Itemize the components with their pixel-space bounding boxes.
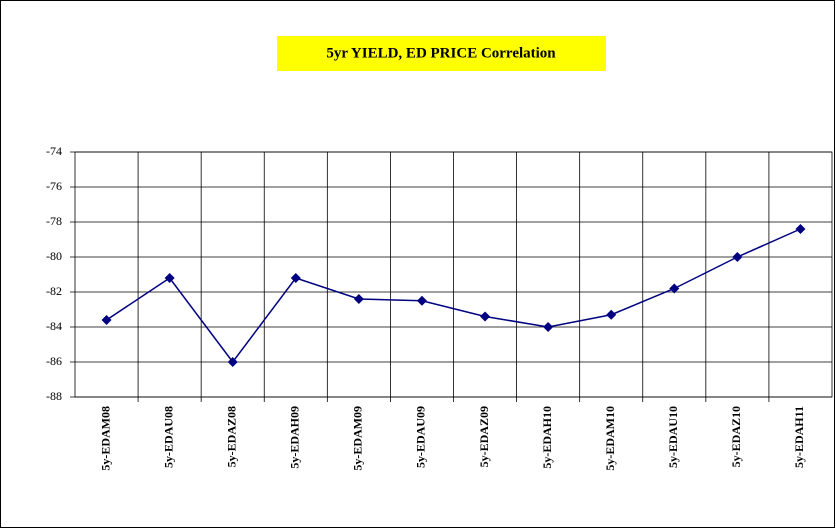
y-tick-label: -88	[46, 389, 62, 403]
marker	[732, 252, 743, 262]
marker	[543, 322, 554, 332]
y-tick-label: -82	[46, 284, 62, 298]
marker	[669, 283, 680, 294]
x-tick-label: 5y-EDAM08	[98, 406, 112, 471]
marker	[164, 273, 175, 283]
x-tick-label: 5y-EDAU09	[414, 406, 428, 468]
x-tick-label: 5y-EDAH10	[540, 406, 554, 469]
x-tick-label: 5y-EDAH09	[288, 406, 302, 469]
x-tick-label: 5y-EDAZ10	[729, 406, 743, 467]
y-tick-label: -74	[46, 144, 62, 158]
y-tick-label: -84	[46, 319, 62, 333]
title-background	[277, 36, 606, 71]
marker	[353, 294, 364, 304]
y-tick-label: -76	[46, 179, 62, 193]
marker	[101, 315, 112, 325]
line	[106, 228, 801, 364]
marker	[606, 309, 617, 320]
x-tick-label: 5y-EDAH11	[792, 406, 806, 468]
marker	[227, 357, 238, 367]
marker	[480, 311, 491, 322]
marker	[795, 224, 806, 234]
x-tick-label: 5y-EDAU10	[666, 406, 680, 468]
x-tick-label: 5y-EDAU08	[161, 406, 175, 468]
marker	[290, 273, 301, 283]
marker	[416, 295, 427, 306]
x-tick-label: 5y-EDAZ09	[477, 406, 491, 467]
chart-title: 5yr YIELD, ED PRICE Correlation	[326, 45, 556, 61]
y-tick-label: -80	[46, 249, 62, 263]
y-tick-label: -86	[46, 354, 62, 368]
x-tick-label: 5y-EDAM10	[603, 406, 617, 471]
x-tick-label: 5y-EDAZ08	[224, 406, 238, 467]
x-tick-label: 5y-EDAM09	[351, 406, 365, 471]
y-tick-label: -78	[46, 214, 62, 228]
